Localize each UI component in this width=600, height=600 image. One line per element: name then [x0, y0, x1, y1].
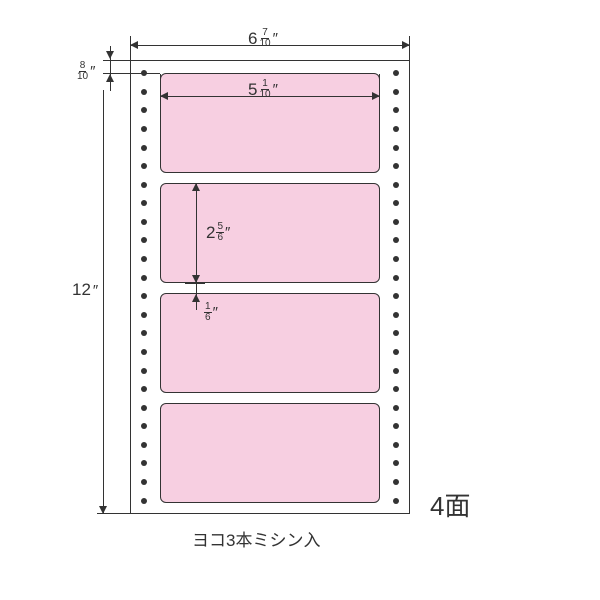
ext-line	[103, 60, 130, 61]
perforation-hole	[393, 479, 399, 485]
perforation-hole	[141, 405, 147, 411]
perforation-hole	[141, 368, 147, 374]
ext-line	[185, 283, 205, 284]
arrow-tip	[192, 294, 200, 302]
arrow-tip	[192, 275, 200, 283]
perforation-hole	[393, 330, 399, 336]
arrow-tip	[402, 41, 410, 49]
label-panel	[160, 183, 380, 283]
perforation-hole	[393, 163, 399, 169]
perforation-hole	[393, 423, 399, 429]
label-panel	[160, 403, 380, 503]
dim-line-total-height	[103, 90, 104, 514]
perforation-hole	[393, 293, 399, 299]
diagram-stage: 6710″ 5110″ 810″ 256″ 16″ 12″ 4面 ヨコ3本ミシン…	[0, 0, 600, 600]
perforation-hole	[141, 163, 147, 169]
arrow-tip	[106, 51, 114, 59]
perforation-hole	[141, 498, 147, 504]
perforation-hole	[393, 107, 399, 113]
perforation-hole	[393, 182, 399, 188]
face-count-text: 4面	[430, 486, 470, 523]
dim-total-height: 12″	[72, 280, 98, 300]
perforation-hole	[141, 349, 147, 355]
dim-total-width: 6710″	[248, 28, 278, 49]
arrow-tip	[372, 92, 380, 100]
perforation-hole	[393, 237, 399, 243]
perforation-hole	[141, 460, 147, 466]
perforation-hole	[393, 442, 399, 448]
bottom-caption: ヨコ3本ミシン入	[192, 526, 320, 551]
perforation-hole	[393, 126, 399, 132]
perforation-hole	[141, 126, 147, 132]
dim-label-width: 5110″	[248, 79, 278, 100]
arrow-tip	[160, 92, 168, 100]
perforation-hole	[393, 70, 399, 76]
perforation-hole	[141, 479, 147, 485]
perforation-hole	[393, 89, 399, 95]
arrow-tip	[99, 506, 107, 514]
perforation-hole	[141, 312, 147, 318]
perforation-hole	[141, 200, 147, 206]
perforation-hole	[141, 107, 147, 113]
label-panel	[160, 293, 380, 393]
perforation-hole	[141, 145, 147, 151]
perforation-hole	[141, 275, 147, 281]
perforation-hole	[141, 330, 147, 336]
perforation-hole	[141, 442, 147, 448]
perforation-hole	[393, 405, 399, 411]
dim-top-margin: 810″	[76, 55, 95, 82]
perforation-hole	[393, 460, 399, 466]
perforation-hole	[393, 312, 399, 318]
perforation-hole	[141, 237, 147, 243]
perforation-hole	[393, 368, 399, 374]
perforation-hole	[141, 89, 147, 95]
perforation-hole	[141, 293, 147, 299]
dim-label-height: 256″	[206, 222, 230, 243]
perforation-hole	[141, 423, 147, 429]
arrow-tip	[130, 41, 138, 49]
perforation-hole	[141, 256, 147, 262]
perforation-column-right	[384, 64, 408, 510]
perforation-hole	[393, 349, 399, 355]
arrow-tip	[192, 183, 200, 191]
perforation-hole	[141, 219, 147, 225]
perforation-hole	[393, 498, 399, 504]
perforation-hole	[393, 256, 399, 262]
perforation-hole	[393, 219, 399, 225]
dim-label-gap: 16″	[204, 296, 218, 323]
perforation-hole	[393, 386, 399, 392]
arrow-tip	[106, 74, 114, 82]
perforation-hole	[393, 275, 399, 281]
dim-line-label-height	[196, 183, 197, 283]
perforation-hole	[393, 200, 399, 206]
perforation-hole	[141, 182, 147, 188]
perforation-hole	[393, 145, 399, 151]
perforation-column-left	[132, 64, 156, 510]
perforation-hole	[141, 386, 147, 392]
